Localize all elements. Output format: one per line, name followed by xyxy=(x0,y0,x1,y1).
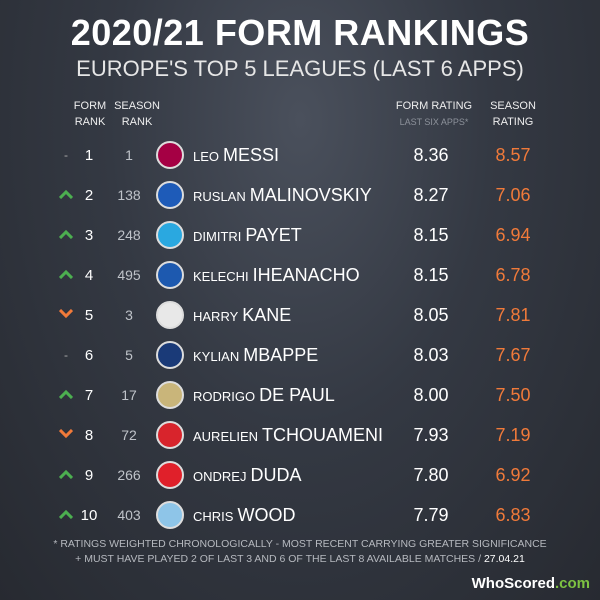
trend-up-icon xyxy=(58,269,74,280)
table-row: 7 17 RODRIGO DE PAUL 8.00 7.50 xyxy=(0,375,600,415)
table-row: 10 403 CHRIS WOOD 7.79 6.83 xyxy=(0,495,600,535)
season-rating: 7.19 xyxy=(495,424,531,445)
header-form-rank: FORM RANK xyxy=(73,100,107,128)
player-name: KELECHI IHEANACHO xyxy=(193,264,360,285)
footnote: * RATINGS WEIGHTED CHRONOLOGICALLY - MOS… xyxy=(53,538,547,565)
player-name: RODRIGO DE PAUL xyxy=(193,384,335,405)
table-row: 8 72 AURELIEN TCHOUAMENI 7.93 7.19 xyxy=(0,415,600,455)
table-row: - 1 1 LEO MESSI 8.36 8.57 xyxy=(0,135,600,175)
season-rating: 7.50 xyxy=(495,384,531,405)
form-rating: 8.05 xyxy=(413,304,449,325)
player-name: AURELIEN TCHOUAMENI xyxy=(193,424,384,445)
trend-up-icon xyxy=(58,509,74,520)
season-rank: 17 xyxy=(121,387,137,403)
form-rank: 2 xyxy=(84,186,94,204)
player-name: DIMITRI PAYET xyxy=(193,224,302,245)
club-badge-icon xyxy=(156,141,184,169)
season-rating: 6.92 xyxy=(495,464,531,485)
table-row: 3 248 DIMITRI PAYET 8.15 6.94 xyxy=(0,215,600,255)
form-rating: 7.79 xyxy=(413,504,449,525)
season-rank: 266 xyxy=(117,467,141,483)
player-name: LEO MESSI xyxy=(193,144,280,165)
player-name: KYLIAN MBAPPE xyxy=(193,344,319,365)
form-rank: 9 xyxy=(84,466,94,484)
table-row: 5 3 HARRY KANE 8.05 7.81 xyxy=(0,295,600,335)
trend-up-icon xyxy=(58,189,74,200)
player-name: RUSLAN MALINOVSKIY xyxy=(193,184,372,205)
form-rank: 8 xyxy=(84,426,94,444)
club-badge-icon xyxy=(156,261,184,289)
season-rank: 5 xyxy=(125,347,133,363)
form-rank: 10 xyxy=(80,506,98,524)
season-rank: 138 xyxy=(117,187,141,203)
trend-up-icon xyxy=(58,469,74,480)
form-rank: 1 xyxy=(84,146,94,164)
season-rank: 3 xyxy=(125,307,133,323)
trend-down-icon xyxy=(58,428,74,439)
season-rank: 495 xyxy=(117,267,141,283)
header-form-rating: FORM RATING LAST SIX APPS* xyxy=(395,100,473,127)
season-rank: 248 xyxy=(117,227,141,243)
form-rating: 8.36 xyxy=(413,144,449,165)
trend-up-icon xyxy=(58,229,74,240)
season-rating: 6.83 xyxy=(495,504,531,525)
table-row: 2 138 RUSLAN MALINOVSKIY 8.27 7.06 xyxy=(0,175,600,215)
table-row: - 6 5 KYLIAN MBAPPE 8.03 7.67 xyxy=(0,335,600,375)
header-season-rating: SEASON RATING xyxy=(490,100,536,128)
header-season-rank: SEASON RANK xyxy=(114,100,160,128)
club-badge-icon xyxy=(156,301,184,329)
club-badge-icon xyxy=(156,381,184,409)
trend-down-icon xyxy=(58,308,74,319)
season-rating: 6.94 xyxy=(495,224,531,245)
season-rank: 1 xyxy=(125,147,133,163)
form-rating: 8.15 xyxy=(413,224,449,245)
trend-same-icon: - xyxy=(64,348,68,362)
form-rating: 8.27 xyxy=(413,184,449,205)
trend-up-icon xyxy=(58,389,74,400)
club-badge-icon xyxy=(156,461,184,489)
trend-same-icon: - xyxy=(64,148,68,162)
club-badge-icon xyxy=(156,501,184,529)
form-rank: 3 xyxy=(84,226,94,244)
form-rating: 8.15 xyxy=(413,264,449,285)
form-rating: 8.00 xyxy=(413,384,449,405)
form-rank: 6 xyxy=(84,346,94,364)
form-rating: 8.03 xyxy=(413,344,449,365)
player-name: HARRY KANE xyxy=(193,304,292,325)
club-badge-icon xyxy=(156,421,184,449)
season-rating: 7.81 xyxy=(495,304,531,325)
table-row: 4 495 KELECHI IHEANACHO 8.15 6.78 xyxy=(0,255,600,295)
table-row: 9 266 ONDREJ DUDA 7.80 6.92 xyxy=(0,455,600,495)
season-rank: 403 xyxy=(117,507,141,523)
season-rank: 72 xyxy=(121,427,137,443)
form-rank: 4 xyxy=(84,266,94,284)
season-rating: 6.78 xyxy=(495,264,531,285)
form-rank: 7 xyxy=(84,386,94,404)
form-rank: 5 xyxy=(84,306,94,324)
season-rating: 8.57 xyxy=(495,144,531,165)
form-rating: 7.80 xyxy=(413,464,449,485)
player-name: CHRIS WOOD xyxy=(193,504,296,525)
club-badge-icon xyxy=(156,221,184,249)
player-name: ONDREJ DUDA xyxy=(193,464,302,485)
page-title: 2020/21 FORM RANKINGS xyxy=(70,12,530,53)
club-badge-icon xyxy=(156,341,184,369)
whoscored-logo: WhoScored.com xyxy=(471,575,590,592)
club-badge-icon xyxy=(156,181,184,209)
form-rating: 7.93 xyxy=(413,424,449,445)
season-rating: 7.06 xyxy=(495,184,531,205)
season-rating: 7.67 xyxy=(495,344,531,365)
page-subtitle: EUROPE'S TOP 5 LEAGUES (LAST 6 APPS) xyxy=(76,56,524,81)
